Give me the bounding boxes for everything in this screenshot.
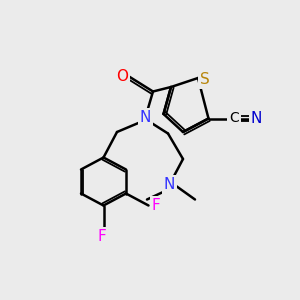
Text: C: C — [229, 112, 239, 125]
Text: F: F — [152, 198, 160, 213]
Text: F: F — [98, 229, 106, 244]
Text: O: O — [116, 69, 128, 84]
Text: N: N — [164, 177, 175, 192]
Text: N: N — [251, 111, 262, 126]
Text: N: N — [140, 110, 151, 124]
Text: S: S — [200, 72, 209, 87]
